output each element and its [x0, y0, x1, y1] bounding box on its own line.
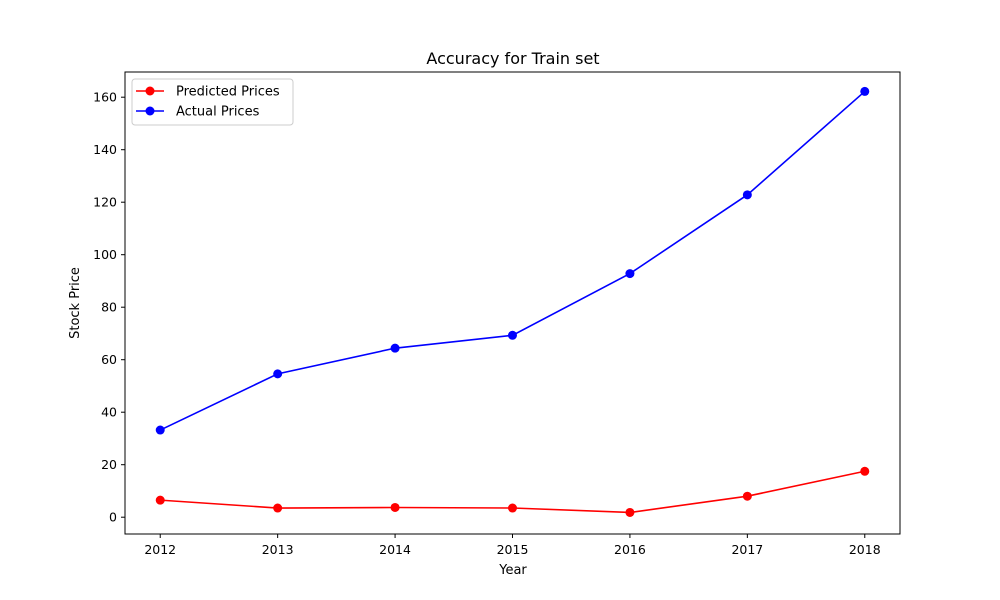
- x-tick-label: 2014: [379, 542, 411, 557]
- x-tick-label: 2013: [262, 542, 294, 557]
- legend-label-predicted-prices: Predicted Prices: [176, 85, 280, 100]
- chart-title: Accuracy for Train set: [426, 49, 599, 68]
- x-tick-label: 2017: [731, 542, 763, 557]
- series-layer: [155, 86, 870, 517]
- legend-label-actual-prices: Actual Prices: [176, 105, 260, 120]
- data-point-actual-prices: [273, 369, 283, 379]
- data-point-predicted-prices: [860, 466, 870, 476]
- legend-swatch-marker-actual-prices: [145, 106, 155, 116]
- y-tick-label: 100: [93, 247, 117, 262]
- x-tick-label: 2016: [614, 542, 646, 557]
- y-tick-label: 120: [93, 195, 117, 210]
- x-axis-title: Year: [498, 563, 527, 578]
- y-tick-label: 0: [109, 510, 117, 525]
- y-tick-label: 40: [101, 405, 117, 420]
- data-point-actual-prices: [625, 269, 635, 279]
- y-tick-label: 140: [93, 142, 117, 157]
- legend-swatch-marker-predicted-prices: [145, 86, 155, 96]
- data-point-predicted-prices: [155, 495, 165, 505]
- data-point-actual-prices: [390, 343, 400, 353]
- data-point-actual-prices: [508, 330, 517, 340]
- plot-area: [125, 72, 900, 534]
- data-point-predicted-prices: [273, 503, 283, 513]
- y-axis: 0 20 40 60 80 100 120 140 160: [93, 90, 125, 525]
- legend: Predicted Prices Actual Prices: [131, 78, 294, 126]
- data-point-predicted-prices: [625, 507, 635, 517]
- data-point-actual-prices: [860, 86, 870, 96]
- data-point-actual-prices: [742, 190, 752, 200]
- x-tick-label: 2018: [849, 542, 881, 557]
- y-tick-label: 80: [101, 300, 117, 315]
- data-point-predicted-prices: [742, 491, 752, 501]
- data-point-predicted-prices: [508, 503, 517, 513]
- y-tick-label: 20: [101, 457, 117, 472]
- x-axis: 2012 2013 2014 2015 2016 2017 2018: [144, 534, 881, 557]
- data-point-actual-prices: [155, 425, 165, 435]
- y-axis-title: Stock Price: [68, 267, 83, 339]
- y-tick-label: 60: [101, 352, 117, 367]
- legend-box: [131, 78, 294, 126]
- x-tick-label: 2015: [497, 542, 529, 557]
- y-tick-label: 160: [93, 90, 117, 105]
- x-tick-label: 2012: [144, 542, 176, 557]
- data-point-predicted-prices: [390, 502, 400, 512]
